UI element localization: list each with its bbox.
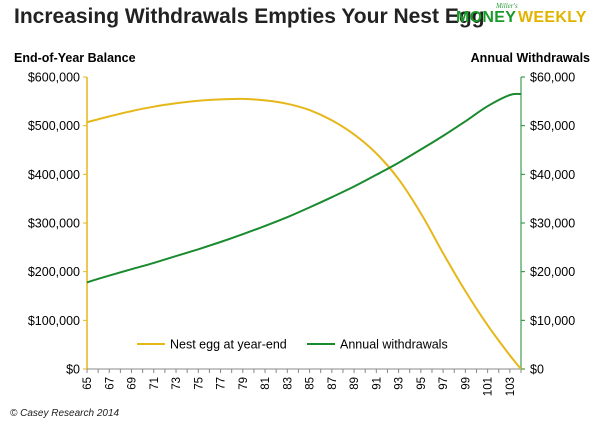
x-tick-label: 81 (260, 377, 272, 390)
left-tick-label: $100,000 (28, 314, 80, 328)
source-credit: © Casey Research 2014 (10, 408, 120, 419)
x-tick-label: 93 (394, 377, 406, 390)
x-tick-label: 101 (483, 377, 495, 396)
chart-axes (86, 77, 522, 370)
right-tick-label: $20,000 (530, 265, 575, 279)
chart-legend: Nest egg at year-end Annual withdrawals (137, 338, 448, 352)
right-tick-label: $10,000 (530, 314, 575, 328)
brand-word-weekly: WEEKLY (518, 9, 587, 26)
brand-word-money: MONEY (456, 9, 517, 26)
x-tick-label: 65 (82, 377, 94, 390)
x-tick-label: 75 (193, 377, 205, 390)
x-tick-label: 77 (216, 377, 228, 390)
brand-tagline: Miller's (496, 2, 518, 10)
right-tick-label: $50,000 (530, 119, 575, 133)
brand-logo: Miller's MONEY WEEKLY (456, 2, 596, 32)
x-tick-label: 85 (305, 377, 317, 390)
x-tick-label: 71 (149, 377, 161, 390)
legend-withdrawals-label: Annual withdrawals (340, 338, 448, 352)
left-tick-label: $300,000 (28, 217, 80, 231)
x-tick-label: 89 (349, 377, 361, 390)
right-tick-label: $30,000 (530, 217, 575, 231)
x-tick-label: 99 (460, 377, 472, 390)
x-tick-label: 103 (505, 377, 517, 396)
right-tick-label: $0 (530, 363, 544, 377)
x-tick-label: 83 (282, 377, 294, 390)
chart-series (86, 92, 522, 370)
x-tick-label: 79 (238, 377, 250, 390)
x-tick-label: 95 (416, 377, 428, 390)
left-tick-label: $600,000 (28, 71, 80, 85)
right-tick-label: $40,000 (530, 168, 575, 182)
legend-nest-egg-label: Nest egg at year-end (170, 338, 287, 352)
right-axis-title: Annual Withdrawals (470, 51, 590, 65)
x-tick-label: 67 (104, 377, 116, 390)
left-axis-title: End-of-Year Balance (14, 51, 136, 65)
x-tick-label: 91 (371, 377, 383, 390)
right-tick-label: $60,000 (530, 71, 575, 85)
x-tick-label: 73 (171, 377, 183, 390)
chart-ticks: $0 $100,000 $200,000 $300,000 $400,000 $500,0… (28, 71, 575, 397)
nest-egg-line (86, 97, 522, 370)
withdrawals-line (86, 92, 522, 284)
x-tick-label: 97 (438, 377, 450, 390)
left-tick-label: $500,000 (28, 119, 80, 133)
left-tick-label: $0 (66, 363, 80, 377)
left-tick-label: $400,000 (28, 168, 80, 182)
chart-title: Increasing Withdrawals Empties Your Nest… (14, 5, 485, 28)
x-tick-label: 87 (327, 377, 339, 390)
left-tick-label: $200,000 (28, 265, 80, 279)
x-tick-label: 69 (127, 377, 139, 390)
